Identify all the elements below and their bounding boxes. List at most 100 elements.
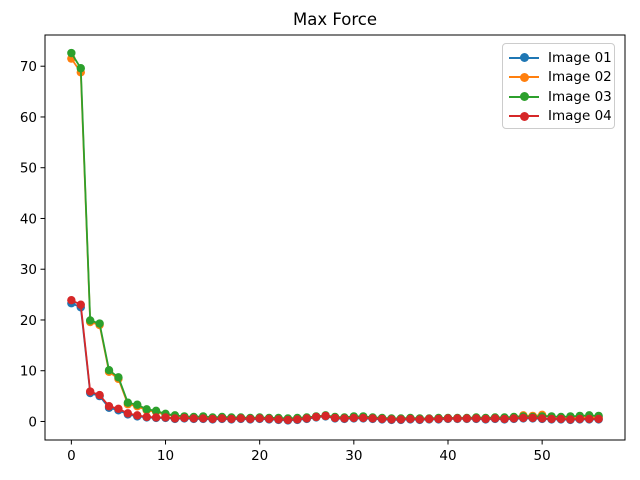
data-point-marker	[67, 48, 76, 58]
data-point-marker	[67, 295, 76, 305]
data-point-marker	[519, 413, 528, 423]
legend-label: Image 04	[548, 108, 612, 125]
data-point-marker	[424, 414, 434, 424]
data-point-marker	[208, 414, 217, 424]
axes-spines	[44, 34, 626, 441]
data-point-marker	[170, 414, 180, 423]
x-tick-label: 20	[251, 448, 268, 464]
y-tick-label: 20	[20, 313, 37, 329]
legend-line-marker-sample	[509, 53, 539, 63]
data-point-marker	[547, 414, 556, 424]
data-point-marker	[330, 413, 340, 423]
data-point-marker	[462, 414, 472, 423]
data-point-marker	[264, 414, 274, 424]
data-point-marker	[528, 413, 537, 423]
series-line	[70, 299, 599, 421]
x-tick-label: 10	[157, 448, 174, 464]
data-point-marker	[434, 414, 443, 424]
legend-item-image-03: Image 03	[509, 87, 614, 107]
data-point-marker	[246, 414, 255, 424]
data-point-marker	[227, 414, 236, 424]
data-point-marker	[133, 411, 142, 420]
data-point-marker	[85, 316, 95, 325]
series-image-04	[67, 295, 603, 425]
y-tick-label: 50	[20, 161, 37, 177]
data-point-marker	[236, 414, 246, 423]
data-point-marker	[321, 411, 330, 421]
data-point-marker	[537, 414, 547, 423]
data-point-marker	[594, 414, 603, 424]
data-point-marker	[142, 412, 151, 422]
x-tick-label: 30	[345, 448, 362, 464]
y-tick-label: 70	[20, 59, 37, 75]
data-point-marker	[217, 414, 227, 423]
legend-item-image-02: Image 02	[509, 68, 614, 88]
data-point-marker	[274, 415, 283, 424]
legend-item-image-01: Image 01	[509, 48, 614, 68]
data-point-marker	[566, 415, 575, 424]
y-tick-label: 30	[20, 262, 37, 278]
data-point-marker	[453, 414, 462, 423]
series-line	[71, 302, 599, 422]
data-point-marker	[293, 415, 302, 424]
y-tick-label: 40	[20, 211, 37, 227]
data-point-marker	[302, 414, 311, 423]
data-point-marker	[387, 415, 396, 424]
legend-marker-icon	[519, 92, 529, 102]
data-point-marker	[104, 402, 114, 411]
data-point-marker	[415, 415, 424, 424]
data-point-marker	[311, 412, 321, 422]
data-point-marker	[340, 414, 349, 423]
chart-title: Max Force	[293, 10, 377, 29]
data-point-marker	[481, 414, 490, 424]
data-point-marker	[95, 390, 104, 400]
data-point-marker	[359, 413, 368, 423]
data-point-marker	[142, 405, 151, 414]
x-tick-label: 50	[534, 448, 551, 464]
y-tick-label: 0	[28, 414, 37, 430]
data-point-marker	[500, 414, 509, 424]
data-point-marker	[85, 387, 95, 396]
x-axis: 0 10 20 30 40 50	[67, 440, 551, 464]
data-point-marker	[255, 414, 264, 423]
data-point-marker	[76, 300, 85, 309]
data-point-marker	[95, 319, 104, 328]
y-axis: 0 10 20 30 40 50 60 70	[20, 59, 45, 430]
y-tick-label: 60	[20, 110, 37, 126]
data-point-marker	[283, 415, 293, 425]
data-point-marker	[198, 414, 208, 423]
data-point-marker	[509, 414, 519, 423]
data-point-marker	[151, 406, 161, 416]
data-point-marker	[368, 414, 377, 423]
data-point-marker	[76, 64, 85, 73]
legend-line-marker-sample	[509, 111, 539, 121]
data-point-marker	[151, 413, 161, 422]
data-point-marker	[114, 404, 123, 413]
legend-line-marker-sample	[509, 92, 539, 102]
data-point-marker	[377, 414, 387, 424]
x-tick-label: 40	[439, 448, 456, 464]
legend-label: Image 02	[548, 69, 612, 86]
legend: Image 01 Image 02 Image 03 Image 04	[502, 43, 615, 129]
data-point-marker	[406, 414, 415, 424]
data-point-marker	[123, 398, 133, 407]
data-point-marker	[472, 414, 481, 423]
data-point-marker	[189, 414, 198, 423]
legend-marker-icon	[519, 111, 529, 121]
legend-marker-icon	[519, 72, 529, 82]
data-point-marker	[575, 414, 585, 424]
data-point-marker	[114, 373, 123, 382]
legend-marker-icon	[519, 53, 529, 63]
data-point-marker	[396, 415, 406, 424]
legend-item-image-04: Image 04	[509, 107, 614, 127]
x-tick-label: 0	[67, 448, 76, 464]
data-point-marker	[556, 414, 566, 424]
data-point-marker	[443, 414, 453, 423]
legend-label: Image 01	[548, 49, 612, 66]
data-point-marker	[180, 413, 189, 423]
data-point-marker	[161, 413, 170, 422]
y-tick-label: 10	[20, 364, 37, 380]
data-point-marker	[490, 414, 500, 423]
